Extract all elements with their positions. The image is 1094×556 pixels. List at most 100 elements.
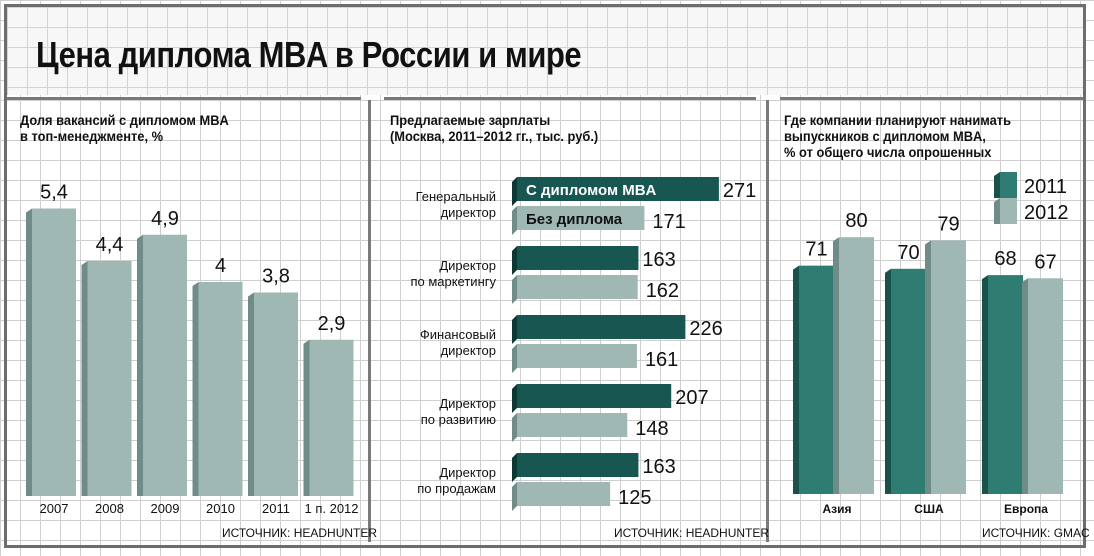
chart3-bar-2012-0 bbox=[839, 237, 874, 494]
chart2-value-mba-1: 163 bbox=[642, 249, 675, 271]
chart3-bar-2011-1 bbox=[891, 268, 926, 494]
chart3-value-2011-2: 68 bbox=[994, 248, 1016, 270]
panel-rule-3 bbox=[780, 97, 1083, 100]
chart2-bar-nomba-0 bbox=[517, 206, 645, 230]
chart3-source: ИСТОЧНИК: GMAC bbox=[982, 526, 1090, 540]
chart2-series-name-0: С дипломом MBA bbox=[526, 182, 657, 199]
chart3-value-2012-1: 79 bbox=[937, 213, 959, 235]
chart1-bar-2-side bbox=[137, 234, 143, 496]
chart1-source: ИСТОЧНИК: HEADHUNTER bbox=[222, 526, 378, 540]
chart2-category-1: Директор по маркетингу bbox=[410, 258, 496, 289]
chart1-value-label-3: 4 bbox=[215, 255, 226, 277]
chart2-value-mba-0: 271 bbox=[723, 180, 756, 202]
chart3-bar-2012-0-side bbox=[833, 237, 839, 494]
chart3-bar-2011-2 bbox=[988, 275, 1023, 494]
chart2-value-nomba-2: 161 bbox=[645, 349, 678, 371]
chart2-value-nomba-0: 171 bbox=[652, 211, 685, 233]
chart2-bar-mba-2-side bbox=[512, 315, 517, 344]
chart3-title: Где компании планируют нанимать выпускни… bbox=[784, 112, 1012, 160]
chart2-value-nomba-1: 162 bbox=[646, 280, 679, 302]
chart3-bar-2011-0-side bbox=[793, 265, 799, 494]
chart1-tick-label-1: 2008 bbox=[95, 501, 124, 516]
chart3-category-1: США bbox=[914, 502, 944, 516]
chart1-bar-3 bbox=[198, 282, 243, 496]
chart2-bar-mba-3-side bbox=[512, 384, 517, 413]
chart3-bar-2012-1 bbox=[931, 240, 966, 494]
panel-divider-2 bbox=[766, 100, 769, 542]
chart3-category-2: Европа bbox=[1004, 502, 1048, 516]
chart2-bar-nomba-1 bbox=[517, 275, 638, 299]
chart2-bar-nomba-1-side bbox=[512, 275, 517, 304]
chart2-bar-nomba-4 bbox=[517, 482, 611, 506]
chart2-bar-nomba-3-side bbox=[512, 413, 517, 442]
chart1-bar-1-side bbox=[81, 261, 88, 496]
chart2-category-4: Директор по продажам bbox=[417, 465, 496, 496]
chart1-bar-0-side bbox=[26, 208, 32, 496]
chart3-bar-2012-1-side bbox=[925, 240, 931, 494]
chart2-bar-nomba-2-side bbox=[512, 344, 517, 373]
chart1-value-label-2: 4,9 bbox=[151, 208, 179, 230]
chart1-tick-label-3: 2010 bbox=[206, 501, 235, 516]
chart1-title: Доля вакансий с дипломом MBA в топ-менед… bbox=[20, 112, 229, 144]
chart2-value-mba-3: 207 bbox=[675, 387, 708, 409]
panel-rule-1 bbox=[7, 97, 361, 100]
chart1-bar-4 bbox=[254, 292, 298, 496]
panel-rule-2 bbox=[384, 97, 756, 100]
chart3-value-2012-0: 80 bbox=[845, 210, 867, 232]
chart2-series-name-1: Без диплома bbox=[526, 211, 623, 228]
chart1-value-label-5: 2,9 bbox=[318, 313, 346, 335]
chart1-tick-label-0: 2007 bbox=[40, 501, 69, 516]
chart2-category-3: Директор по развитию bbox=[421, 396, 497, 427]
chart1-bar-4-side bbox=[248, 292, 254, 496]
chart1-bar-3-side bbox=[192, 282, 199, 496]
chart2-value-nomba-4: 125 bbox=[618, 487, 651, 509]
chart1-value-label-0: 5,4 bbox=[40, 182, 68, 204]
chart2-bar-mba-0-side bbox=[512, 177, 517, 206]
chart3-legend-swatch-0 bbox=[1000, 172, 1017, 198]
chart3-legend-swatch-0-side bbox=[994, 172, 1000, 198]
chart1-bar-5 bbox=[309, 339, 354, 496]
chart3-bar-2011-2-side bbox=[982, 275, 988, 494]
chart3-bar-2011-0 bbox=[799, 265, 834, 494]
chart2-category-2: Финансовый директор bbox=[420, 327, 496, 358]
chart3-legend-label-0: 2011 bbox=[1024, 176, 1067, 198]
chart1-bar-2 bbox=[143, 234, 187, 496]
chart3-bar-2011-1-side bbox=[885, 268, 891, 494]
chart2-bar-mba-4 bbox=[517, 453, 639, 477]
chart1-value-label-4: 3,8 bbox=[262, 266, 290, 288]
chart2-bar-mba-1 bbox=[517, 246, 639, 270]
chart1-bar-0 bbox=[32, 208, 76, 496]
chart2-bar-mba-4-side bbox=[512, 453, 517, 482]
chart1-value-label-1: 4,4 bbox=[96, 234, 124, 256]
header-band bbox=[7, 7, 1083, 95]
chart2-source: ИСТОЧНИК: HEADHUNTER bbox=[614, 526, 770, 540]
chart2-title: Предлагаемые зарплаты (Москва, 2011–2012… bbox=[390, 112, 599, 144]
chart3-bar-2012-2-side bbox=[1022, 278, 1028, 494]
chart3-category-0: Азия bbox=[822, 502, 851, 516]
chart2-bar-mba-1-side bbox=[512, 246, 517, 275]
chart2-bar-nomba-3 bbox=[517, 413, 628, 437]
chart2-value-mba-4: 163 bbox=[642, 456, 675, 478]
chart2-value-nomba-3: 148 bbox=[635, 418, 668, 440]
chart2-bar-mba-3 bbox=[517, 384, 672, 408]
chart2-bar-nomba-4-side bbox=[512, 482, 517, 511]
chart2-bar-mba-2 bbox=[517, 315, 686, 339]
chart1-bar-5-side bbox=[303, 339, 310, 496]
chart2-bar-nomba-0-side bbox=[512, 206, 517, 235]
chart3-legend-swatch-1-side bbox=[994, 198, 1000, 224]
chart3-value-2011-0: 71 bbox=[805, 239, 827, 261]
page-title: Цена диплома MBA в России и мире bbox=[36, 34, 582, 75]
chart2-category-0: Генеральный директор bbox=[416, 189, 496, 220]
chart2-value-mba-2: 226 bbox=[689, 318, 722, 340]
chart1-tick-label-5: 1 п. 2012 bbox=[304, 501, 358, 516]
chart2-bar-nomba-2 bbox=[517, 344, 637, 368]
panel-divider-1 bbox=[368, 100, 371, 542]
chart1-tick-label-4: 2011 bbox=[262, 501, 290, 516]
chart2-bar-mba-0 bbox=[517, 177, 719, 201]
chart1-bar-1 bbox=[87, 261, 132, 496]
chart3-legend-label-1: 2012 bbox=[1024, 202, 1069, 224]
chart3-value-2012-2: 67 bbox=[1034, 251, 1056, 273]
chart3-value-2011-1: 70 bbox=[897, 242, 919, 264]
chart3-bar-2012-2 bbox=[1028, 278, 1063, 494]
